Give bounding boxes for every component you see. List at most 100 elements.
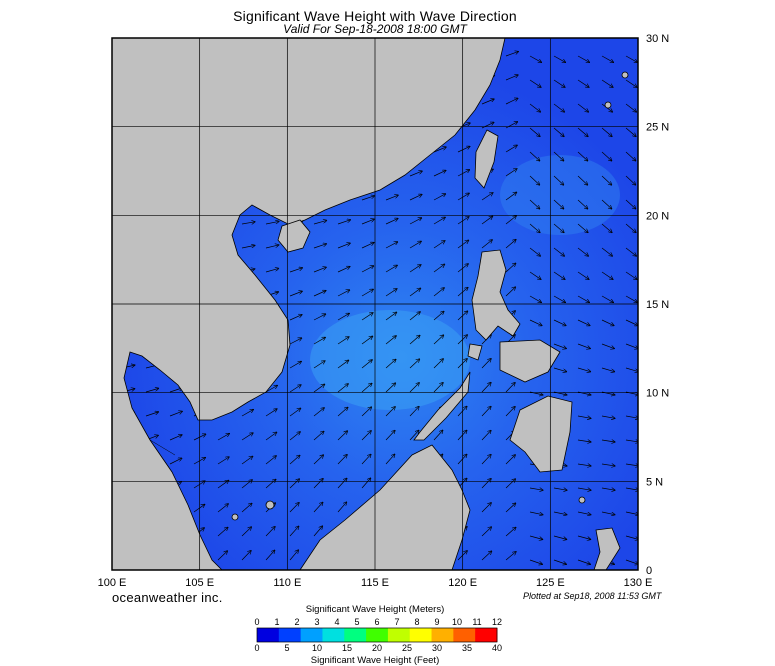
wave-arrow (457, 193, 469, 201)
wave-arrow (601, 223, 612, 232)
wave-arrow (265, 221, 279, 225)
wave-arrow (481, 455, 491, 465)
wave-arrow (625, 559, 638, 564)
wave-arrow (361, 478, 371, 489)
wave-arrow (505, 552, 516, 561)
wave-arrow (601, 416, 615, 418)
wave-arrow (553, 223, 564, 232)
plotted-timestamp: Plotted at Sep18, 2008 11:53 GMT (523, 591, 662, 601)
wave-arrow (529, 127, 540, 136)
wave-arrow (289, 432, 300, 441)
latitude-label: 20 N (646, 210, 669, 222)
wave-arrow (385, 359, 396, 369)
wave-arrow (529, 103, 540, 112)
wave-arrow (625, 367, 638, 372)
land-islet (578, 496, 586, 504)
colorbar-tick-meters: 11 (472, 617, 482, 627)
land-asia-mainland (112, 38, 506, 570)
wave-arrow (409, 288, 420, 297)
wave-arrow (409, 218, 421, 225)
wave-arrow (241, 551, 251, 561)
wave-arrow (433, 311, 444, 321)
wave-arrow (601, 319, 614, 326)
wave-arrow (457, 146, 470, 153)
wave-arrow (385, 383, 395, 393)
colorbar-tick-meters: 10 (451, 617, 463, 627)
wave-arrow (337, 455, 347, 465)
wave-arrow (361, 383, 372, 393)
wave-arrow (313, 291, 326, 297)
wave-arrow (289, 291, 302, 297)
wave-arrow (505, 52, 518, 57)
wave-arrow (289, 361, 301, 369)
wave-arrow (265, 456, 276, 465)
wave-arrow (577, 247, 588, 256)
wave-arrow (289, 503, 299, 513)
wave-arrow (505, 503, 516, 513)
wave-arrow (481, 527, 491, 537)
longitude-label: 125 E (536, 577, 565, 589)
wave-arrow (385, 407, 395, 417)
wave-arrow (601, 440, 615, 442)
wave-arrow (145, 412, 158, 417)
wave-arrow (577, 343, 590, 349)
wave-arrow (553, 535, 567, 539)
land-taiwan (474, 129, 499, 189)
land-mindanao (509, 395, 573, 473)
colorbar-segment (387, 628, 411, 642)
wave-arrow (625, 295, 637, 302)
wave-arrow (505, 240, 516, 249)
latitude-label: 10 N (646, 388, 669, 400)
wave-arrow (313, 408, 324, 417)
wave-arrow (289, 550, 298, 561)
wave-arrow (241, 433, 253, 441)
wave-arrow (313, 479, 323, 489)
colorbar-tick-feet: 5 (284, 643, 290, 653)
wave-arrow (361, 219, 374, 225)
colorbar-segment (431, 628, 454, 642)
wave-arrow (361, 454, 371, 465)
land-palawan (413, 371, 471, 441)
wave-arrow (265, 550, 275, 561)
wave-arrow (481, 216, 492, 225)
wave-arrow (577, 199, 588, 209)
wave-arrow (457, 170, 469, 177)
wave-arrow (625, 127, 636, 136)
wave-arrow (601, 247, 612, 256)
map-frame (111, 37, 639, 571)
wave-arrow (577, 319, 590, 326)
wave-arrow (361, 336, 372, 345)
longitude-labels: 100 E 105 E 110 E 115 E 120 E 125 E 130 E (98, 577, 653, 589)
wave-arrow (577, 295, 589, 302)
wave-arrow (553, 511, 567, 515)
longitude-label: 105 E (185, 577, 214, 589)
wave-arrow (481, 240, 492, 249)
wave-arrow (433, 147, 446, 153)
colorbar-tick-meters: 5 (354, 617, 360, 627)
colorbar-tick-meters: 0 (254, 617, 260, 627)
wave-arrow (409, 194, 422, 201)
wave-arrow (409, 359, 419, 369)
wave-arrow (289, 408, 301, 417)
colorbar-tick-meters: 3 (314, 617, 320, 627)
wave-arrow (265, 527, 275, 537)
colorbar-tick-meters: 1 (274, 617, 280, 627)
wave-arrow (577, 79, 589, 87)
colorbar-segment (278, 628, 302, 642)
wave-arrow (601, 488, 615, 490)
wave-arrow (361, 289, 373, 297)
wave-arrow (289, 526, 299, 537)
wave-arrow (433, 264, 444, 273)
wave-arrow (553, 175, 564, 185)
wave-arrow (553, 55, 565, 62)
wave-arrow (241, 222, 255, 224)
wave-arrow (385, 195, 398, 201)
wave-arrow (361, 407, 371, 417)
wave-arrow (577, 271, 589, 279)
wave-arrow (601, 55, 613, 62)
wave-arrow (337, 337, 349, 345)
wave-arrow (313, 526, 322, 537)
wave-arrow (529, 247, 540, 256)
wave-arrow (337, 431, 347, 441)
wave-arrow (481, 406, 491, 417)
